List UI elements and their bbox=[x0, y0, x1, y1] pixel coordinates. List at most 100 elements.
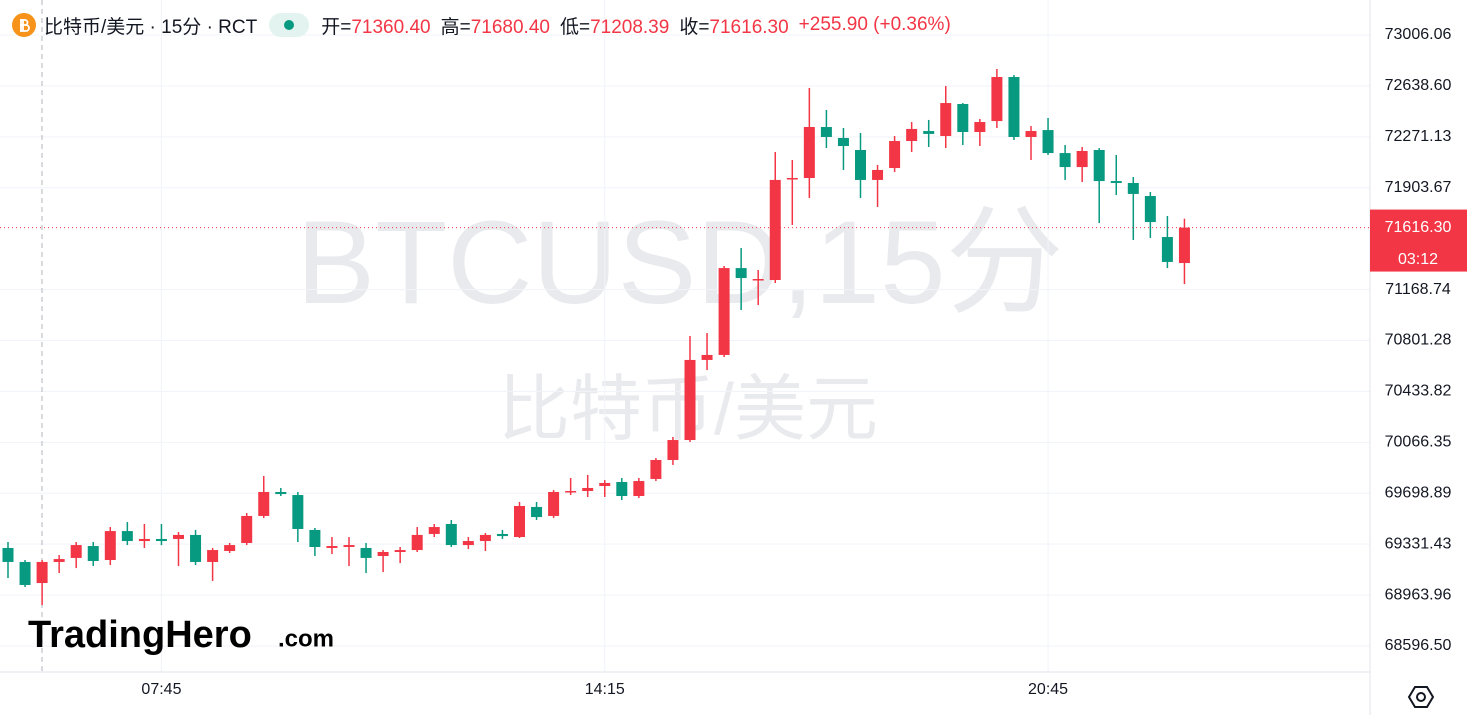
y-tick-label: 70433.82 bbox=[1385, 383, 1452, 400]
x-tick-label: 14:15 bbox=[585, 681, 625, 698]
candle-body bbox=[548, 491, 560, 516]
candle-body bbox=[53, 559, 65, 562]
candle-body bbox=[190, 534, 202, 562]
candle-body bbox=[1042, 130, 1054, 154]
candle-body bbox=[1025, 131, 1037, 137]
candle-body bbox=[650, 459, 662, 479]
y-tick-label: 71168.74 bbox=[1385, 281, 1451, 298]
candle-body bbox=[496, 533, 508, 537]
candle-body bbox=[667, 440, 679, 460]
candle-body bbox=[684, 359, 696, 441]
candle-body bbox=[855, 150, 866, 180]
ohlc-label: 开= bbox=[321, 16, 352, 38]
candle-body bbox=[1178, 227, 1190, 264]
candle-body bbox=[531, 506, 543, 518]
x-tick-label: 07:45 bbox=[141, 681, 181, 698]
candle-body bbox=[2, 547, 14, 562]
candle-body bbox=[479, 534, 491, 542]
candle-body bbox=[462, 541, 474, 546]
y-tick-label: 73006.06 bbox=[1385, 26, 1452, 43]
candle-body bbox=[224, 545, 236, 552]
candle-body bbox=[428, 527, 440, 534]
ohlc-value: 71616.30 bbox=[709, 16, 789, 38]
candle-body bbox=[411, 534, 423, 551]
ohlc-values: 开=71360.40 高=71680.40 低=71208.39 收=71616.30 bbox=[321, 12, 798, 39]
candle-body bbox=[309, 529, 321, 547]
candle-body bbox=[1127, 182, 1139, 194]
candle-body bbox=[872, 169, 884, 180]
candle-body bbox=[718, 268, 730, 355]
candle-body bbox=[599, 482, 611, 487]
candle-body bbox=[837, 137, 849, 146]
ohlc-value: 71360.40 bbox=[351, 16, 431, 38]
candle-body bbox=[1059, 153, 1071, 168]
y-tick-label: 72638.60 bbox=[1385, 77, 1452, 94]
candle-body bbox=[786, 178, 798, 180]
candle-body bbox=[565, 491, 577, 493]
candle-body bbox=[752, 279, 764, 281]
candle-body bbox=[343, 545, 355, 547]
candle-body bbox=[138, 538, 150, 542]
candle-body bbox=[616, 482, 628, 497]
candle-body bbox=[514, 505, 525, 538]
candle-body bbox=[582, 487, 594, 492]
y-tick-label: 70066.35 bbox=[1385, 434, 1452, 451]
legend-header: 比特币/美元 · 15分 · RCT 开=71360.40 高=71680.40 低… bbox=[12, 10, 951, 40]
ohlc-value: 71680.40 bbox=[470, 16, 550, 38]
settings-icon[interactable] bbox=[1407, 686, 1435, 708]
ohlc-label: 低= bbox=[559, 16, 591, 38]
candle-body bbox=[889, 141, 901, 169]
candle-body bbox=[360, 547, 372, 558]
ohlc-value: 71208.39 bbox=[590, 16, 670, 38]
candle-body bbox=[735, 268, 747, 279]
watermark: BTCUSD,15分 bbox=[296, 197, 1063, 329]
candle-body bbox=[445, 523, 457, 546]
brand-suffix: .com bbox=[278, 625, 334, 652]
ohlc-label: 收= bbox=[679, 16, 710, 38]
candle-body bbox=[207, 550, 219, 562]
y-tick-label: 72271.13 bbox=[1385, 128, 1452, 145]
coin-icon bbox=[12, 13, 36, 37]
candle-body bbox=[292, 495, 304, 529]
candle-body bbox=[923, 131, 935, 134]
candle-body bbox=[36, 561, 48, 584]
candle-body bbox=[940, 103, 952, 137]
candle-body bbox=[701, 354, 713, 360]
candle-body bbox=[769, 179, 781, 280]
y-tick-label: 70801.28 bbox=[1385, 332, 1452, 349]
x-tick-label: 20:45 bbox=[1028, 681, 1068, 698]
candle-body bbox=[241, 515, 253, 543]
candle-body bbox=[1110, 181, 1122, 183]
change: +255.90 (+0.36%) bbox=[798, 14, 951, 35]
status-pill[interactable] bbox=[269, 13, 310, 37]
candle-body bbox=[173, 534, 184, 539]
candle-body bbox=[1008, 76, 1020, 137]
candle-body bbox=[1144, 196, 1156, 223]
y-tick-label: 68596.50 bbox=[1385, 637, 1452, 654]
candle-body bbox=[1093, 150, 1105, 182]
candle-body bbox=[906, 128, 918, 142]
candle-body bbox=[991, 76, 1003, 122]
y-tick-label: 69331.43 bbox=[1385, 535, 1452, 552]
candle-body bbox=[19, 561, 31, 585]
y-tick-label: 68963.96 bbox=[1385, 586, 1452, 603]
candle-body bbox=[155, 538, 167, 542]
candle-body bbox=[87, 546, 99, 561]
candle-body bbox=[275, 491, 287, 495]
candle-body bbox=[258, 491, 270, 516]
brand-logo: TradingHero bbox=[28, 614, 252, 656]
candle-body bbox=[974, 122, 986, 133]
last-price-label: 71616.30 bbox=[1385, 219, 1452, 236]
last-price-box bbox=[1370, 209, 1467, 272]
candle-body bbox=[394, 550, 406, 552]
ohlc-label: 高= bbox=[440, 16, 471, 38]
y-tick-label: 71903.67 bbox=[1385, 179, 1452, 196]
candle-body bbox=[1076, 150, 1088, 168]
countdown: 03:12 bbox=[1398, 251, 1438, 268]
candle-body bbox=[633, 481, 645, 497]
candle-body bbox=[104, 531, 116, 561]
candle-body bbox=[326, 546, 338, 548]
candle-body bbox=[957, 104, 969, 133]
